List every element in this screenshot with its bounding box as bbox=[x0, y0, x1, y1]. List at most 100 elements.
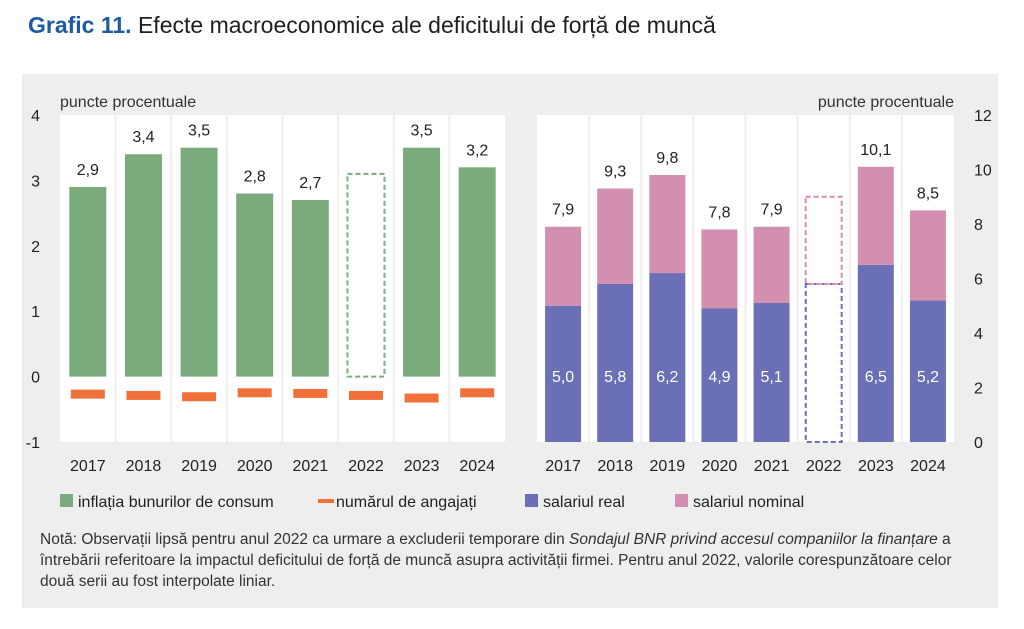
left-y-tick-label: -1 bbox=[26, 435, 40, 452]
right-bar-nominal bbox=[857, 166, 894, 265]
right-bar-real bbox=[909, 300, 946, 442]
left-bar-value-label: 3,4 bbox=[132, 129, 154, 146]
left-marker-employees bbox=[293, 388, 328, 398]
left-x-tick-label: 2019 bbox=[181, 458, 217, 475]
right-bar-total-label: 10,1 bbox=[860, 142, 891, 159]
left-marker-employees bbox=[182, 392, 217, 402]
right-y-tick-label: 4 bbox=[974, 326, 983, 343]
left-marker-employees bbox=[70, 389, 105, 399]
left-bar-value-label: 3,5 bbox=[188, 123, 210, 140]
left-y-tick-label: 0 bbox=[31, 370, 40, 387]
left-bar-value-label: 2,7 bbox=[299, 175, 321, 192]
legend-swatch bbox=[525, 494, 538, 507]
legend-label: salariul real bbox=[543, 494, 625, 511]
right-bar-real bbox=[701, 308, 738, 442]
legend-label: inflația bunurilor de consum bbox=[78, 494, 274, 511]
left-x-tick-label: 2023 bbox=[404, 458, 440, 475]
right-bar-real-label: 6,5 bbox=[865, 369, 887, 386]
left-bar-inflation bbox=[403, 147, 441, 377]
right-bar-real-interpolated bbox=[804, 282, 843, 444]
left-x-tick-label: 2022 bbox=[348, 458, 384, 475]
left-y-tick-label: 3 bbox=[31, 173, 40, 190]
chart-title-text: Efecte macroeconomice ale deficitului de… bbox=[137, 12, 716, 38]
right-bar-real bbox=[857, 264, 894, 442]
right-bar-real bbox=[597, 283, 634, 442]
right-y-tick-label: 2 bbox=[974, 381, 983, 398]
left-bar-inflation bbox=[69, 186, 107, 377]
left-marker-employees bbox=[460, 388, 495, 398]
left-x-tick-label: 2021 bbox=[293, 458, 329, 475]
left-y-tick-label: 2 bbox=[31, 239, 40, 256]
right-x-tick-label: 2021 bbox=[754, 458, 790, 475]
right-bar-total-label: 7,8 bbox=[708, 204, 730, 221]
left-bar-value-label: 3,2 bbox=[466, 142, 488, 159]
legend-label: salariul nominal bbox=[693, 494, 804, 511]
right-x-tick-label: 2022 bbox=[806, 458, 842, 475]
chart-note: Notă: Observații lipsă pentru anul 2022 … bbox=[40, 529, 970, 592]
left-marker-employees bbox=[348, 390, 383, 400]
right-y-tick-label: 0 bbox=[974, 435, 983, 452]
right-x-tick-label: 2018 bbox=[597, 458, 633, 475]
right-bar-real-label: 5,8 bbox=[604, 369, 626, 386]
right-bar-total-label: 9,8 bbox=[656, 150, 678, 167]
legend-swatch bbox=[60, 494, 73, 507]
left-x-tick-label: 2017 bbox=[70, 458, 106, 475]
right-bar-real-label: 5,1 bbox=[760, 369, 782, 386]
right-bar-total-label: 7,9 bbox=[760, 202, 782, 219]
left-bar-inflation-interpolated bbox=[346, 172, 386, 378]
left-bar-value-label: 2,8 bbox=[244, 168, 266, 185]
left-bar-value-label: 3,5 bbox=[410, 123, 432, 140]
note-suffix: a întrebării referitoare la impactul def… bbox=[40, 531, 952, 590]
note-italic-source: Sondajul BNR privind accesul companiilor… bbox=[569, 531, 938, 548]
left-x-tick-label: 2020 bbox=[237, 458, 273, 475]
left-y-tick-label: 1 bbox=[31, 304, 40, 321]
left-bar-inflation bbox=[124, 154, 162, 377]
right-bar-total-label: 9,3 bbox=[604, 164, 626, 181]
left-bar-inflation bbox=[236, 193, 274, 377]
left-x-tick-label: 2018 bbox=[126, 458, 162, 475]
right-bar-nominal-interpolated bbox=[804, 195, 843, 285]
legend-swatch bbox=[675, 494, 688, 507]
right-bar-nominal bbox=[909, 210, 946, 301]
right-bar-nominal bbox=[597, 188, 634, 284]
right-bar-nominal bbox=[701, 229, 738, 309]
note-prefix: Notă: Observații lipsă pentru anul 2022 … bbox=[40, 531, 569, 548]
right-bar-total-label: 8,5 bbox=[917, 185, 939, 202]
legend-label: numărul de angajați bbox=[336, 494, 477, 511]
right-y-tick-label: 6 bbox=[974, 272, 983, 289]
legend-swatch-line bbox=[318, 499, 334, 503]
chart-number: Grafic 11. bbox=[28, 12, 132, 38]
chart-title: Grafic 11. Efecte macroeconomice ale def… bbox=[28, 12, 716, 39]
right-bar-real-label: 4,9 bbox=[708, 369, 730, 386]
right-x-tick-label: 2019 bbox=[650, 458, 686, 475]
right-y-tick-label: 10 bbox=[974, 163, 992, 180]
right-x-tick-label: 2020 bbox=[702, 458, 738, 475]
right-bar-nominal bbox=[649, 174, 686, 274]
left-marker-employees bbox=[237, 388, 272, 398]
left-bar-inflation bbox=[458, 167, 496, 377]
right-bar-real-label: 6,2 bbox=[656, 369, 678, 386]
right-bar-real bbox=[753, 303, 790, 442]
right-bar-total-label: 7,9 bbox=[552, 202, 574, 219]
right-bar-nominal bbox=[545, 226, 582, 306]
left-marker-employees bbox=[126, 390, 161, 400]
right-x-tick-label: 2024 bbox=[910, 458, 946, 475]
right-bar-real-label: 5,2 bbox=[917, 369, 939, 386]
right-y-tick-label: 12 bbox=[974, 108, 992, 125]
left-bar-inflation bbox=[291, 200, 329, 377]
left-bar-inflation bbox=[180, 147, 218, 377]
right-bar-nominal bbox=[753, 226, 790, 304]
left-x-tick-label: 2024 bbox=[459, 458, 495, 475]
right-bar-real-label: 5,0 bbox=[552, 369, 574, 386]
right-bar-real bbox=[649, 273, 686, 442]
right-y-axis-label: puncte procentuale bbox=[818, 94, 954, 111]
left-y-tick-label: 4 bbox=[31, 108, 40, 125]
left-bar-value-label: 2,9 bbox=[77, 162, 99, 179]
right-x-tick-label: 2023 bbox=[858, 458, 894, 475]
left-marker-employees bbox=[404, 393, 439, 403]
right-y-tick-label: 8 bbox=[974, 217, 983, 234]
left-y-axis-label: puncte procentuale bbox=[60, 94, 196, 111]
right-bar-real bbox=[545, 305, 582, 442]
right-x-tick-label: 2017 bbox=[545, 458, 581, 475]
